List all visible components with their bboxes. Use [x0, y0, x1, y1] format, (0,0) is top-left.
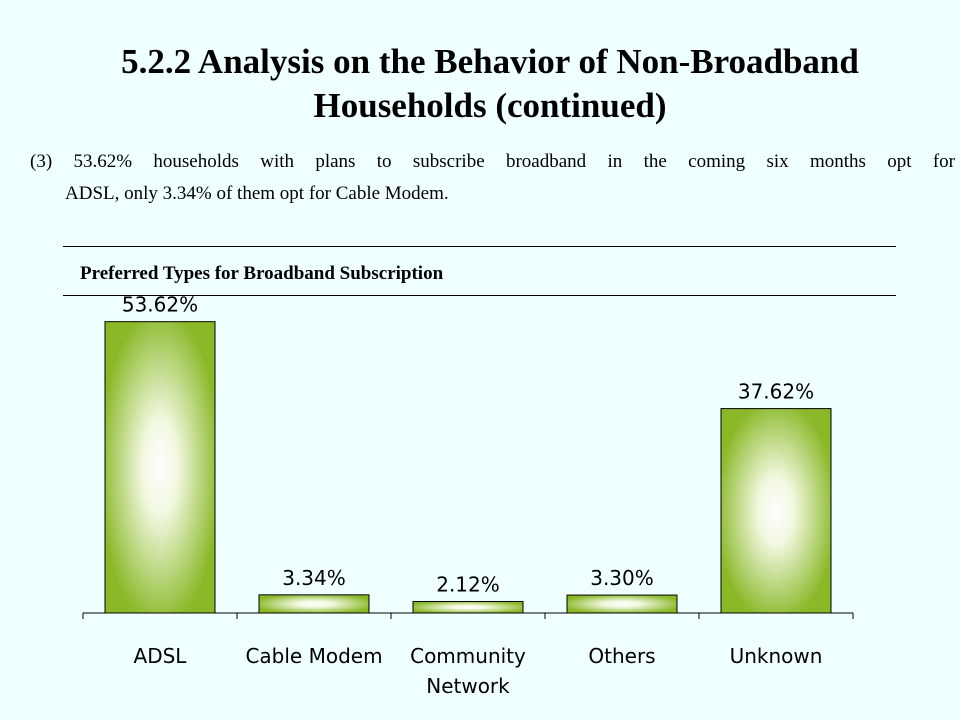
category-label: Cable Modem [245, 644, 382, 668]
slide-title-line-1: 5.2.2 Analysis on the Behavior of Non-Br… [121, 42, 859, 81]
slide-title-line-2: Households (continued) [313, 86, 667, 125]
data-label: 37.62% [738, 380, 814, 404]
category-label: Community [410, 644, 526, 668]
category-label: ADSL [134, 644, 188, 668]
data-label: 3.30% [590, 566, 654, 590]
chart-title-bottom-rule [63, 295, 896, 296]
data-label: 53.62% [122, 293, 198, 317]
body-text: (3) 53.62% households with plans to subs… [30, 146, 955, 210]
data-label: 2.12% [436, 572, 500, 596]
slide-title: 5.2.2 Analysis on the Behavior of Non-Br… [20, 40, 960, 128]
category-label: Others [588, 644, 655, 668]
body-text-line-1: (3) 53.62% households with plans to subs… [30, 151, 955, 172]
body-text-line-2: ADSL, only 3.34% of them opt for Cable M… [65, 183, 449, 204]
data-label: 3.34% [282, 566, 346, 590]
bar [258, 594, 370, 614]
chart-title: Preferred Types for Broadband Subscripti… [80, 263, 444, 284]
category-label: Network [426, 674, 510, 698]
bar [566, 594, 678, 614]
bar [412, 600, 524, 614]
bar [720, 408, 832, 614]
bar [104, 321, 216, 614]
chart-title-top-rule [63, 246, 896, 247]
category-label: Unknown [730, 644, 823, 668]
